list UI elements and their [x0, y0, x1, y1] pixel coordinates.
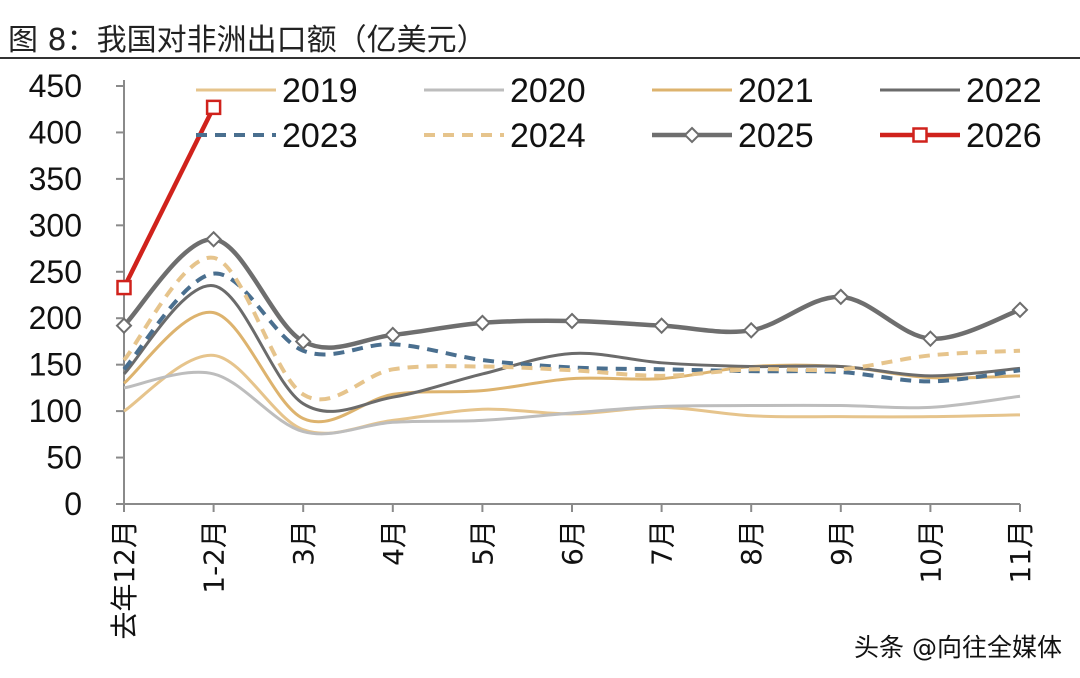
x-tick-label: 去年12月 [108, 520, 141, 640]
legend-label-2026: 2026 [966, 117, 1042, 155]
data-point-2025 [115, 317, 133, 335]
x-tick-label: 6月 [556, 520, 589, 566]
series-2024 [122, 255, 1021, 402]
series-2022 [122, 284, 1021, 413]
legend-label-2019: 2019 [282, 72, 358, 110]
data-point-2026 [205, 99, 222, 116]
legend-marker-2025 [683, 126, 701, 144]
y-tick-label: 100 [29, 393, 82, 429]
legend-label-2020: 2020 [510, 72, 586, 110]
x-tick-label: 7月 [646, 520, 679, 566]
series-line-2019 [123, 353, 1021, 435]
data-point-2026 [116, 279, 132, 296]
series-2023 [122, 271, 1021, 384]
x-tick-label: 11月 [1004, 520, 1037, 584]
y-tick-label: 300 [29, 207, 82, 243]
legend-item-2026: 2026 [880, 117, 1042, 155]
x-tick-label: 1-2月 [198, 520, 231, 594]
legend-item-2025: 2025 [652, 117, 814, 155]
legend-marker-2026 [912, 127, 928, 143]
legend: 2019 2020 2021 2022 2023 2024 2025 2026 [196, 72, 1042, 155]
x-tick-label: 3月 [287, 520, 320, 566]
series-layer [115, 99, 1029, 436]
series-line-2020 [123, 370, 1021, 436]
legend-item-2023: 2023 [196, 117, 358, 155]
legend-label-2021: 2021 [738, 72, 814, 110]
legend-label-2024: 2024 [510, 117, 586, 155]
legend-item-2019: 2019 [196, 72, 358, 110]
data-point-2025 [832, 288, 850, 306]
series-line-2024 [122, 255, 1021, 402]
data-point-2025 [473, 314, 491, 332]
legend-item-2020: 2020 [424, 72, 586, 110]
series-2019 [123, 353, 1021, 435]
data-point-2025 [294, 333, 312, 350]
chart-title: 图 8：我国对非洲出口额（亿美元） [8, 23, 487, 58]
legend-label-2025: 2025 [738, 117, 814, 155]
series-2026 [116, 99, 222, 296]
y-tick-label: 250 [29, 254, 82, 290]
x-tick-label: 4月 [377, 520, 410, 566]
legend-item-2022: 2022 [880, 72, 1042, 110]
legend-label-2022: 2022 [966, 72, 1042, 110]
series-line-2023 [122, 271, 1021, 384]
series-2020 [123, 370, 1021, 436]
y-tick-label: 400 [29, 114, 82, 150]
data-point-2025 [1011, 301, 1029, 319]
series-line-2025 [122, 237, 1021, 350]
x-tick-label: 9月 [825, 520, 858, 566]
x-tick-label: 5月 [466, 520, 499, 566]
y-tick-label: 0 [64, 486, 82, 522]
data-point-2025 [742, 321, 760, 339]
y-tick-label: 200 [29, 300, 82, 336]
x-tick-label: 8月 [735, 520, 768, 566]
data-point-2025 [921, 330, 939, 348]
watermark: 头条 @向往全媒体 [854, 633, 1062, 662]
legend-label-2023: 2023 [282, 117, 358, 155]
data-point-2025 [653, 317, 671, 335]
data-point-2025 [563, 312, 581, 330]
y-tick-label: 350 [29, 161, 82, 197]
axes: 0 50 100 150 200 250 300 350 400 450 去年12月 1-2月 3月 4月… [29, 68, 1037, 640]
y-tick-label: 50 [46, 440, 82, 476]
series-line-2026 [121, 106, 216, 289]
series-2025 [115, 230, 1029, 350]
data-point-2025 [205, 230, 223, 248]
series-line-2022 [122, 284, 1021, 413]
y-tick-label: 150 [29, 347, 82, 383]
y-tick-label: 450 [29, 68, 82, 104]
legend-item-2024: 2024 [424, 117, 586, 155]
data-point-2025 [384, 326, 402, 344]
legend-item-2021: 2021 [652, 72, 814, 110]
x-tick-label: 10月 [914, 520, 947, 584]
